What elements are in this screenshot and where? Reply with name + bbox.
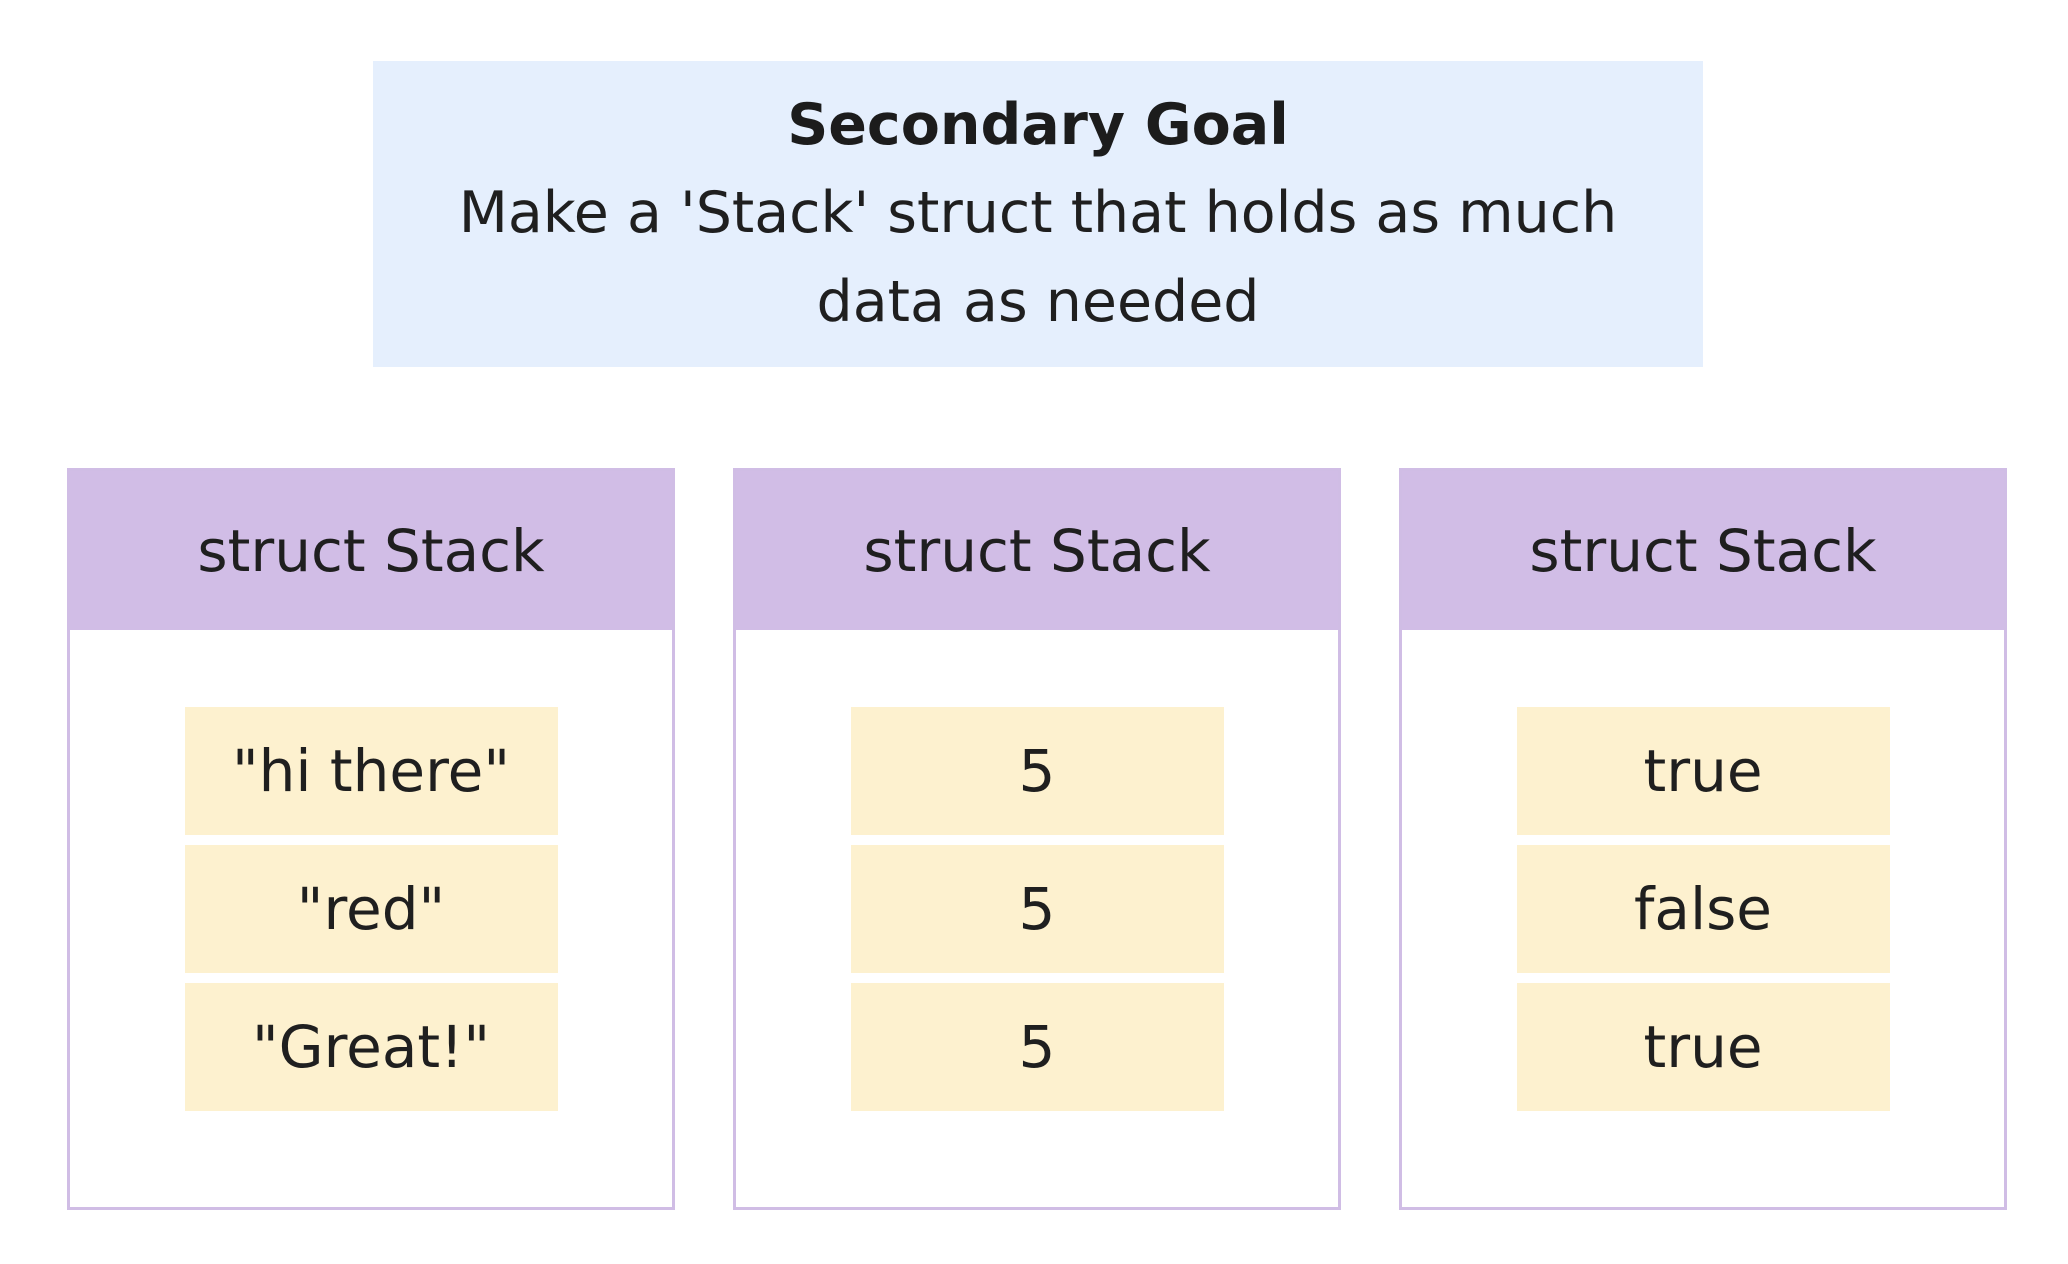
stack-item: true bbox=[1516, 983, 1890, 1111]
stack-item: true bbox=[1516, 707, 1890, 835]
secondary-goal-box: Secondary Goal Make a 'Stack' struct tha… bbox=[373, 61, 1703, 367]
stack-item: "red" bbox=[184, 845, 558, 973]
stack-box-strings: struct Stack "hi there" "red" "Great!" bbox=[67, 468, 675, 1210]
stack-item: 5 bbox=[850, 845, 1224, 973]
stack-item: 5 bbox=[850, 707, 1224, 835]
stack-item: "Great!" bbox=[184, 983, 558, 1111]
stack-items: 5 5 5 bbox=[736, 707, 1338, 1121]
stack-box-booleans: struct Stack true false true bbox=[1399, 468, 2007, 1210]
stack-item: "hi there" bbox=[184, 707, 558, 835]
stack-items: true false true bbox=[1402, 707, 2004, 1121]
stack-header: struct Stack bbox=[736, 471, 1338, 630]
stack-header: struct Stack bbox=[70, 471, 672, 630]
stack-header: struct Stack bbox=[1402, 471, 2004, 630]
stack-items: "hi there" "red" "Great!" bbox=[70, 707, 672, 1121]
goal-title: Secondary Goal bbox=[787, 92, 1289, 158]
stack-item: false bbox=[1516, 845, 1890, 973]
stack-box-numbers: struct Stack 5 5 5 bbox=[733, 468, 1341, 1210]
goal-description: Make a 'Stack' struct that holds as much… bbox=[458, 180, 1618, 335]
stack-item: 5 bbox=[850, 983, 1224, 1111]
